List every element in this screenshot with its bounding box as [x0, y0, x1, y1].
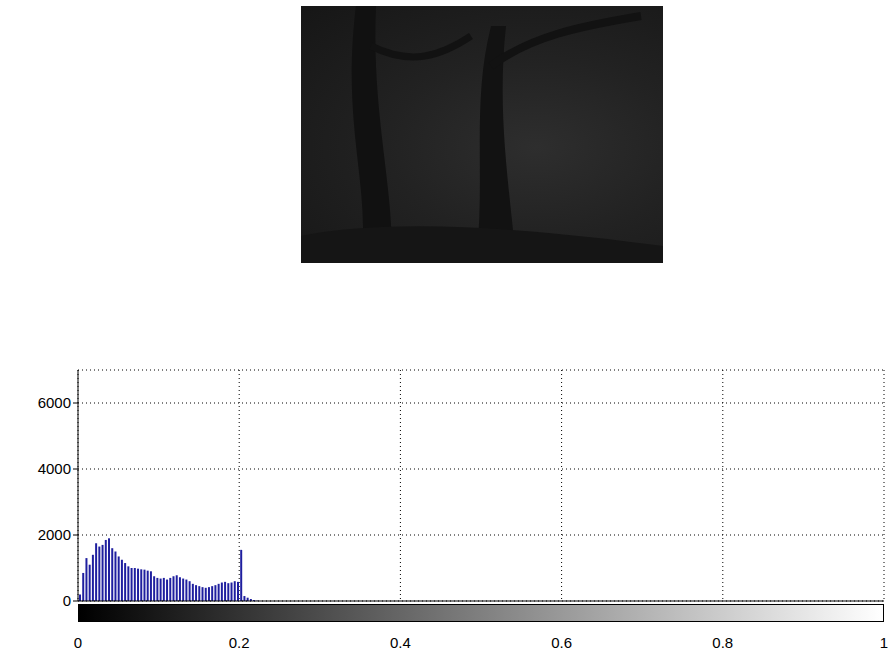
svg-text:0: 0 — [74, 634, 82, 651]
svg-text:6000: 6000 — [38, 394, 71, 411]
svg-text:2000: 2000 — [38, 526, 71, 543]
svg-text:0: 0 — [63, 592, 71, 609]
svg-text:0.4: 0.4 — [390, 634, 411, 651]
svg-text:0.2: 0.2 — [229, 634, 250, 651]
svg-text:0.8: 0.8 — [712, 634, 733, 651]
svg-text:1: 1 — [880, 634, 888, 651]
svg-text:0.6: 0.6 — [551, 634, 572, 651]
svg-text:4000: 4000 — [38, 460, 71, 477]
